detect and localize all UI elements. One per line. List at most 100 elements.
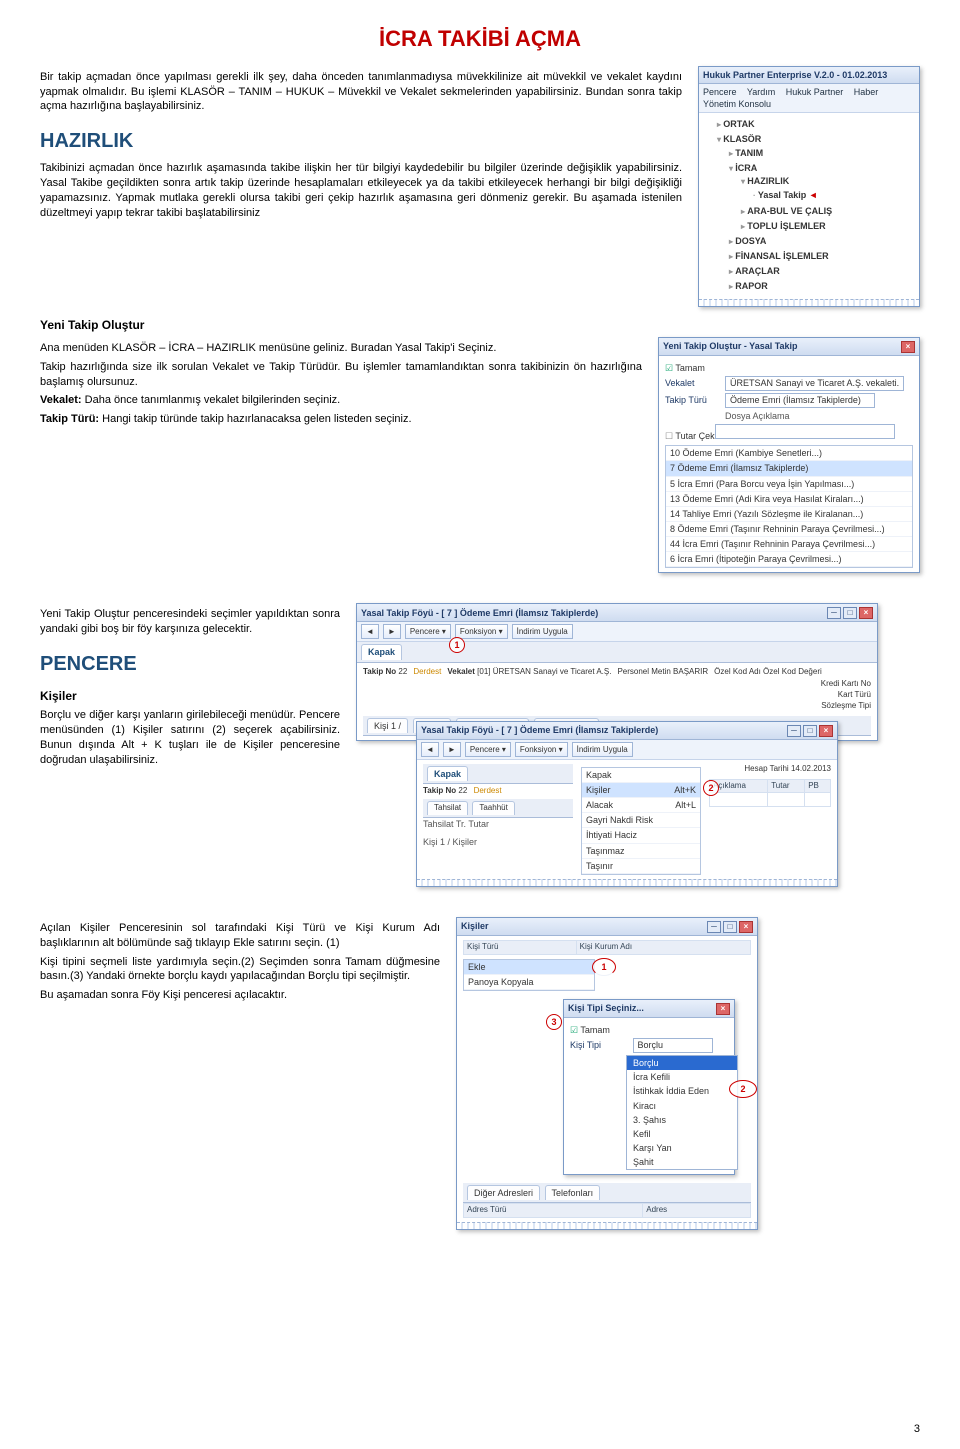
tree-window-menubar[interactable]: Pencere Yardım Hukuk Partner Haber Yönet… <box>699 84 919 113</box>
menu-yonetim[interactable]: Yönetim Konsolu <box>703 99 771 109</box>
dosya-aciklama-input[interactable] <box>715 424 895 439</box>
toolbar-btn[interactable]: ► <box>383 624 401 639</box>
foy-tabs[interactable]: Kapak <box>357 642 877 662</box>
tree-klasor[interactable]: KLASÖR TANIM İCRA HAZIRLIK Yasal Takip ◄ <box>717 132 913 295</box>
tab-kapak[interactable]: Kapak <box>361 644 402 659</box>
tamam-check[interactable]: Tamam <box>665 363 705 373</box>
tab-kapak[interactable]: Kapak <box>427 766 468 781</box>
section-pencere: PENCERE <box>40 651 340 678</box>
tab-kisi1[interactable]: Kişi 1 / <box>367 718 408 733</box>
window-controls[interactable]: ─□× <box>785 724 833 737</box>
window-controls[interactable]: × <box>899 340 915 353</box>
tab-taahhut[interactable]: Taahhüt <box>472 801 514 815</box>
callout-1: 1 <box>449 637 465 653</box>
submenu-kisiler[interactable]: Kişiler Alt+K <box>582 783 700 798</box>
takipturu-input[interactable]: Ödeme Emri (İlamsız Takiplerde) <box>725 393 875 408</box>
context-pano[interactable]: Panoya Kopyala <box>464 975 594 990</box>
list-item[interactable]: 44 İcra Emri (Taşınır Rehninin Paraya Çe… <box>666 537 912 552</box>
kisitipi-dialog-title: Kişi Tipi Seçiniz... <box>568 1002 644 1014</box>
toolbar-btn[interactable]: ◄ <box>361 624 379 639</box>
th-pb: PB <box>805 779 831 793</box>
tree-hazirlik[interactable]: HAZIRLIK Yasal Takip ◄ <box>741 174 913 204</box>
foy-vekalet[interactable]: [01] ÜRETSAN Sanayi ve Ticaret A.Ş. <box>477 667 611 676</box>
dropdown-item[interactable]: 3. Şahıs <box>627 1113 737 1127</box>
menu-yardim[interactable]: Yardım <box>747 87 775 97</box>
list-item[interactable]: 8 Ödeme Emri (Taşınır Rehninin Paraya Çe… <box>666 522 912 537</box>
pencere-submenu[interactable]: Kapak Kişiler Alt+K Alacak Alt+L Gayri N… <box>581 767 701 875</box>
sozlesme-label: Sözleşme Tipi <box>363 701 871 712</box>
vekalet-input[interactable]: ÜRETSAN Sanayi ve Ticaret A.Ş. vekaleti. <box>725 376 904 391</box>
submenu-ihtiyati[interactable]: İhtiyati Haciz <box>582 828 700 843</box>
kisitipi-dropdown[interactable]: Borçlu İcra Kefili İstihkak İddia Eden K… <box>626 1055 738 1170</box>
toolbar-indirim[interactable]: İndirim Uygula <box>512 624 573 639</box>
dropdown-item[interactable]: İstihkak İddia Eden <box>627 1084 737 1098</box>
menu-haber[interactable]: Haber <box>854 87 879 97</box>
list-item[interactable]: 14 Tahliye Emri (Yazılı Sözleşme ile Kir… <box>666 507 912 522</box>
close-icon: × <box>859 607 873 619</box>
submenu-gnr[interactable]: Gayri Nakdi Risk <box>582 813 700 828</box>
section-hazirlik: HAZIRLIK <box>40 128 682 155</box>
close-icon: × <box>901 341 915 353</box>
takipturu-list[interactable]: 10 Ödeme Emri (Kambiye Senetleri...) 7 Ö… <box>665 445 913 568</box>
menu-pencere[interactable]: Pencere <box>703 87 737 97</box>
window-controls[interactable]: ─□× <box>705 920 753 933</box>
list-item[interactable]: 7 Ödeme Emri (İlamsız Takiplerde) <box>666 461 912 476</box>
hazirlik-p2: Ana menüden KLASÖR – İCRA – HAZIRLIK men… <box>40 341 642 356</box>
callout-2: 2 <box>703 780 719 796</box>
toolbar-pencere[interactable]: Pencere ▾ <box>405 624 451 639</box>
tree-tanim[interactable]: TANIM <box>729 146 913 161</box>
window-controls[interactable]: ─□× <box>825 606 873 619</box>
dropdown-item[interactable]: Kiracı <box>627 1099 737 1113</box>
list-item[interactable]: 5 İcra Emri (Para Borcu veya İşin Yapılm… <box>666 477 912 492</box>
page-title: İCRA TAKİBİ AÇMA <box>40 24 920 54</box>
hesap-tarih-input[interactable]: 14.02.2013 <box>791 764 831 773</box>
list-item[interactable]: 13 Ödeme Emri (Adi Kira veya Hasılat Kir… <box>666 492 912 507</box>
kisi-info: Kişi 1 / Kişiler <box>423 836 573 848</box>
nav-tree[interactable]: ORTAK KLASÖR TANIM İCRA HAZIRLIK Yasal T… <box>699 113 919 299</box>
submenu-alacak[interactable]: Alacak Alt+L <box>582 798 700 813</box>
tree-arabul[interactable]: ARA-BUL VE ÇALIŞ <box>741 204 913 219</box>
kisitipi-input[interactable]: Borçlu <box>633 1038 713 1053</box>
dropdown-item[interactable]: İcra Kefili <box>627 1070 737 1084</box>
tab-diger-adres[interactable]: Diğer Adresleri <box>467 1185 540 1200</box>
pencere-p2: Borçlu ve diğer karşı yanların girilebil… <box>40 708 340 767</box>
derdest-label: Derdest <box>413 667 441 678</box>
hazirlik-paragraph-1: Takibinizi açmadan önce hazırlık aşaması… <box>40 161 682 220</box>
personel-label: Personel Metin BAŞARIR <box>617 667 708 678</box>
list-item[interactable]: 10 Ödeme Emri (Kambiye Senetleri...) <box>666 446 912 461</box>
tree-yasal-takip[interactable]: Yasal Takip ◄ <box>753 188 913 203</box>
tree-rapor[interactable]: RAPOR <box>729 279 913 294</box>
dropdown-item[interactable]: Şahit <box>627 1155 737 1169</box>
tree-dosya[interactable]: DOSYA <box>729 234 913 249</box>
tab-telefon[interactable]: Telefonları <box>545 1185 601 1200</box>
submenu-tasinir[interactable]: Taşınır <box>582 859 700 874</box>
page-number: 3 <box>914 1422 920 1437</box>
tree-icra[interactable]: İCRA HAZIRLIK Yasal Takip ◄ ARA-BUL VE Ç… <box>729 161 913 235</box>
dropdown-item[interactable]: Borçlu <box>627 1056 737 1070</box>
tree-finansal[interactable]: FİNANSAL İŞLEMLER <box>729 249 913 264</box>
tree-ortak[interactable]: ORTAK <box>717 117 913 132</box>
tree-araclar[interactable]: ARAÇLAR <box>729 264 913 279</box>
kisiler-win-title: Kişiler <box>461 920 489 932</box>
sub-yeni-takip: Yeni Takip Oluştur <box>40 317 920 333</box>
list-item[interactable]: 6 İcra Emri (İtipoteğin Paraya Çevrilmes… <box>666 552 912 567</box>
foy-toolbar[interactable]: ◄ ► Pencere ▾ Fonksiyon ▾ İndirim Uygula <box>357 622 877 642</box>
kisiler-p2: Kişi tipini seçmeli liste yardımıyla seç… <box>40 955 440 985</box>
toolbar-pencere-open[interactable]: Pencere ▾ <box>465 742 511 757</box>
tamam-check-2[interactable]: Tamam <box>570 1025 610 1035</box>
foy-title: Yasal Takip Föyü - [ 7 ] Ödeme Emri (İla… <box>361 607 598 619</box>
context-ekle[interactable]: Ekle <box>464 960 594 975</box>
kisiler-p3: Bu aşamadan sonra Föy Kişi penceresi açı… <box>40 988 440 1003</box>
dropdown-item[interactable]: Karşı Yan <box>627 1141 737 1155</box>
kredikart-label: Kredi Kartı No <box>363 679 871 690</box>
menu-hukukpartner[interactable]: Hukuk Partner <box>786 87 844 97</box>
tutarcek-check[interactable]: Tutar Çek <box>665 431 715 441</box>
submenu-tasinmaz[interactable]: Taşınmaz <box>582 844 700 859</box>
submenu-kapak[interactable]: Kapak <box>582 768 700 783</box>
tree-toplu[interactable]: TOPLU İŞLEMLER <box>741 219 913 234</box>
context-menu[interactable]: Ekle Panoya Kopyala 1 <box>463 959 595 991</box>
dropdown-item[interactable]: Kefil <box>627 1127 737 1141</box>
toolbar-fonksiyon[interactable]: Fonksiyon ▾ <box>455 624 508 639</box>
tree-window-title: Hukuk Partner Enterprise V.2.0 - 01.02.2… <box>703 69 887 81</box>
tab-tahsilat[interactable]: Tahsilat <box>427 801 468 815</box>
